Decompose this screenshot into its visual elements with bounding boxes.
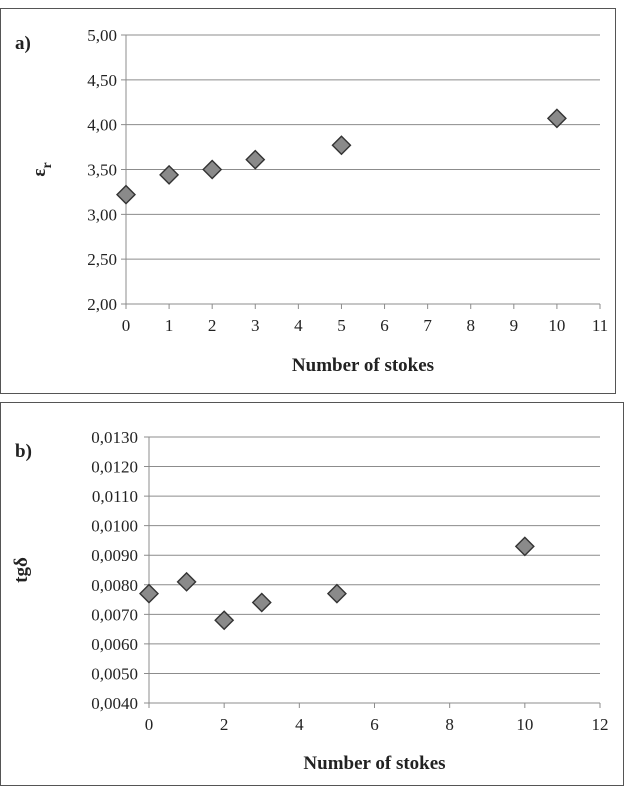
chart-b-y-tick-label: 0,0060 (91, 635, 138, 654)
chart-panel-b: 0,0040 0,0050 0,0060 0,0070 0,0080 0,0090 0,01… (0, 402, 624, 786)
chart-a-x-tick-label: 3 (251, 316, 260, 335)
chart-a-x-tick-label: 4 (294, 316, 303, 335)
chart-b-data-point (214, 610, 235, 631)
chart-a-x-tick-label: 11 (592, 316, 608, 335)
chart-b-y-tick-label: 0,0090 (91, 546, 138, 565)
chart-b-data-point (176, 571, 197, 592)
chart-a-x-tick-label: 10 (548, 316, 565, 335)
chart-a-data-point (546, 108, 567, 129)
chart-b-y-tick-label: 0,0110 (92, 487, 138, 506)
chart-a-x-tick-label: 8 (466, 316, 475, 335)
chart-b-y-tick-label: 0,0080 (91, 576, 138, 595)
chart-b-y-tick-label: 0,0130 (91, 428, 138, 447)
chart-b-y-tick-label: 0,0070 (91, 605, 138, 624)
chart-a-svg: 2,00 2,50 3,00 3,50 4,00 4,50 5,00 0 1 2 3 4 5 6 7 8 9 10… (15, 26, 608, 376)
chart-b-y-tick-label: 0,0040 (91, 694, 138, 713)
chart-b-x-tick-label: 0 (145, 715, 154, 734)
chart-b-y-axis-label-main: tgδ (11, 557, 32, 583)
chart-b-x-axis-label: Number of stokes (303, 753, 445, 774)
chart-a-x-tick-label: 7 (423, 316, 432, 335)
chart-a-data-point (202, 159, 223, 180)
chart-b-x-tick-label: 6 (370, 715, 379, 734)
chart-a-x-tick-label: 1 (165, 316, 174, 335)
chart-b-x-tick-label: 12 (592, 715, 609, 734)
chart-a-y-tick-label: 2,00 (87, 295, 117, 314)
chart-a-y-tick-label: 5,00 (87, 26, 117, 45)
chart-a-panel-label: a) (15, 33, 31, 54)
chart-a-x-axis-label: Number of stokes (292, 355, 434, 376)
chart-b-x-tick-label: 4 (295, 715, 304, 734)
chart-a-y-tick-label: 4,00 (87, 116, 117, 135)
chart-a-y-tick-label: 4,50 (87, 71, 117, 90)
chart-a-y-tick-label: 3,00 (87, 205, 117, 224)
chart-b-y-tick-label: 0,0050 (91, 664, 138, 683)
chart-b-x-tick-label: 8 (445, 715, 454, 734)
chart-a-x-tick-label: 0 (122, 316, 131, 335)
chart-a-data-point (245, 149, 266, 170)
chart-a-x-tick-label: 6 (380, 316, 389, 335)
chart-a-y-axis-label-main: ε (29, 169, 50, 177)
chart-b-panel-label: b) (15, 441, 32, 462)
chart-panel-a: 2,00 2,50 3,00 3,50 4,00 4,50 5,00 0 1 2 3 4 5 6 7 8 9 10… (0, 8, 616, 394)
chart-a-y-tick-label: 2,50 (87, 250, 117, 269)
chart-a-x-tick-label: 5 (337, 316, 346, 335)
chart-b-svg: 0,0040 0,0050 0,0060 0,0070 0,0080 0,0090 0,01… (11, 428, 609, 774)
chart-b-data-point (514, 536, 535, 557)
chart-b-x-tick-label: 2 (220, 715, 229, 734)
chart-b-data-point (139, 583, 159, 604)
chart-a-x-tick-label: 2 (208, 316, 217, 335)
chart-a-data-point (159, 164, 180, 185)
chart-a-data-point (331, 135, 352, 156)
chart-b-data-point (326, 583, 347, 604)
chart-a-x-tick-label: 9 (510, 316, 519, 335)
chart-b-x-tick-label: 10 (516, 715, 533, 734)
chart-b-data-point (251, 592, 272, 613)
chart-b-y-tick-label: 0,0100 (91, 517, 138, 536)
chart-a-data-point (116, 184, 136, 205)
chart-a-y-axis-label-sub: r (40, 162, 55, 168)
chart-a-y-tick-label: 3,50 (87, 161, 117, 180)
chart-a-y-axis-label: εr (29, 162, 55, 176)
chart-b-y-axis-label: tgδ (11, 557, 32, 583)
chart-b-y-tick-label: 0,0120 (91, 458, 138, 477)
